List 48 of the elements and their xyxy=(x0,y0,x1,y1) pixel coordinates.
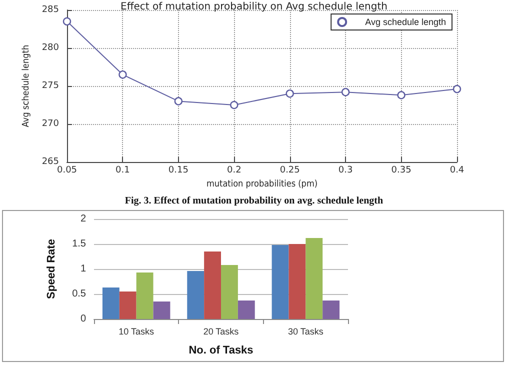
x-tick-label: 0.3 xyxy=(338,166,353,176)
point xyxy=(452,84,462,94)
y-axis-title: Avg schedule length xyxy=(21,44,32,128)
x-tick-label: 0.2 xyxy=(226,166,242,176)
x-tick-label: 0.35 xyxy=(391,166,412,176)
chart-title: Effect of mutation probability on Avg schedule length xyxy=(120,2,388,12)
bar xyxy=(204,252,221,319)
x-tick-label: 0.05 xyxy=(56,166,78,176)
x-tick-label: 0.4 xyxy=(450,166,464,176)
y-tick-label: 1 xyxy=(80,264,86,274)
bar xyxy=(238,300,255,319)
point xyxy=(397,91,406,100)
caption: Fig. 3. Effect of mutation probability on avg. schedule length xyxy=(124,196,384,206)
y-tick-label: 285 xyxy=(42,5,59,15)
y-tick-label: 0.5 xyxy=(72,288,86,300)
point xyxy=(62,17,72,26)
point xyxy=(341,88,350,96)
y-tick-label: 275 xyxy=(42,81,59,91)
bar xyxy=(288,244,306,319)
bar xyxy=(102,288,120,319)
x-tick-label: 30 Tasks xyxy=(288,326,324,336)
bar xyxy=(136,272,154,319)
bar xyxy=(272,245,289,319)
y-tick-label: 2 xyxy=(80,214,86,224)
bar xyxy=(153,302,170,319)
point xyxy=(230,100,238,110)
y-tick-label: 0 xyxy=(80,314,86,324)
y-tick-label: 270 xyxy=(42,119,60,129)
x-tick-label: 0.25 xyxy=(280,166,300,176)
bar xyxy=(221,265,238,319)
x-axis-title: No. of Tasks xyxy=(188,344,254,356)
bar xyxy=(119,292,136,319)
x-axis-title: mutation probabilities (pm) xyxy=(206,179,318,190)
bar xyxy=(187,271,204,319)
point xyxy=(118,70,127,79)
y-tick-label: 1.5 xyxy=(72,238,86,250)
y-axis-title: Speed Rate xyxy=(46,239,58,299)
bar xyxy=(322,300,340,319)
y-tick-label: 265 xyxy=(42,157,59,167)
y-tick-label: 280 xyxy=(42,43,60,53)
legend-label: Avg schedule length xyxy=(365,17,446,27)
x-tick-label: 10 Tasks xyxy=(118,326,155,336)
bar xyxy=(306,238,323,319)
x-tick-label: 0.15 xyxy=(168,166,188,176)
point xyxy=(174,97,183,106)
x-tick-label: 20 Tasks xyxy=(203,326,240,336)
x-tick-label: 0.1 xyxy=(116,166,130,176)
point xyxy=(286,90,294,98)
